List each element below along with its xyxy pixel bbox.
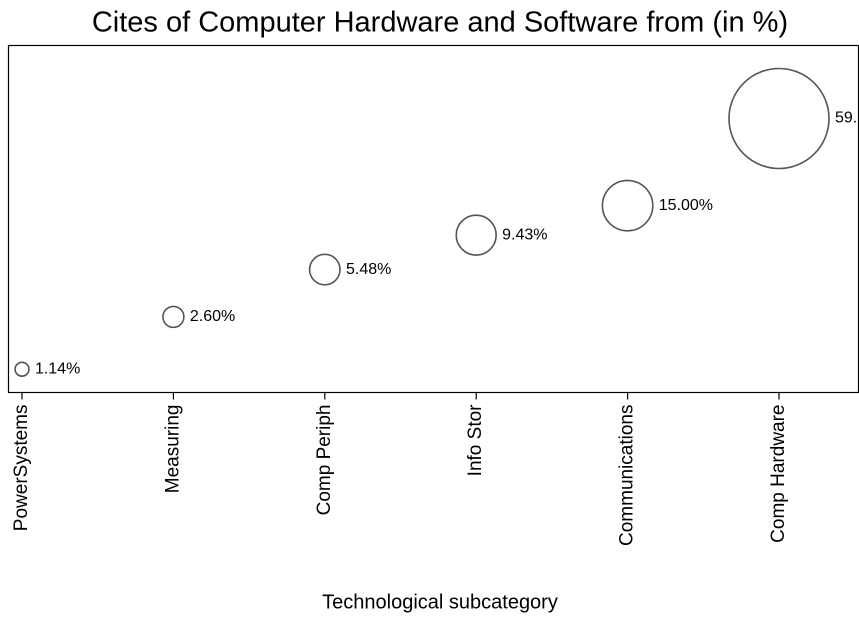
x-tick-label: Comp Hardware: [768, 405, 789, 543]
data-label: 9.43%: [502, 226, 547, 243]
x-tick-label: PowerSystems: [11, 405, 32, 532]
bubble: [601, 179, 654, 232]
bubble: [308, 253, 341, 286]
data-label: 5.48%: [346, 261, 391, 278]
x-tick-label: Comp Periph: [314, 405, 335, 516]
data-label: 15.00%: [659, 197, 713, 214]
x-tick-label: Communications: [617, 405, 638, 547]
x-tick-label: Info Stor: [465, 404, 486, 476]
x-tick-label: Measuring: [162, 405, 183, 494]
bubble: [162, 305, 185, 329]
bubble: [455, 214, 497, 256]
bubble: [728, 67, 830, 170]
chart-title: Cites of Computer Hardware and Software …: [92, 7, 788, 39]
bubble: [14, 361, 30, 377]
data-label: 2.60%: [190, 308, 235, 325]
data-label: 59.20%: [835, 110, 859, 127]
x-axis-title: Technological subcategory: [322, 591, 558, 613]
data-label: 1.14%: [35, 360, 80, 377]
